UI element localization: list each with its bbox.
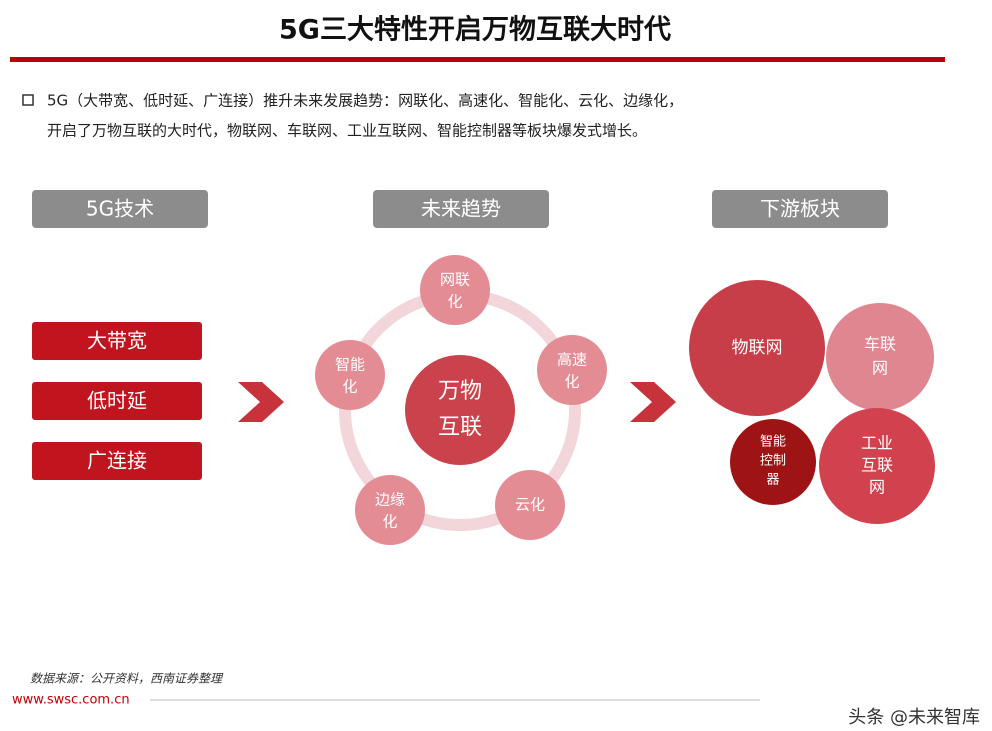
- feature-text: 广连接: [87, 449, 147, 473]
- trend-node: [355, 475, 425, 545]
- arrow: [238, 382, 284, 422]
- feature-box: [32, 382, 202, 420]
- column-header: [32, 190, 208, 228]
- center-text: 互联: [438, 415, 482, 440]
- trend-node: [420, 255, 490, 325]
- sector-text: 网: [872, 359, 888, 378]
- sector-bubble: [819, 408, 935, 524]
- trend-text: 化: [382, 513, 397, 531]
- column-header-text: 5G技术: [86, 197, 154, 221]
- bullet: [22, 94, 34, 106]
- sector-text: 网: [869, 478, 885, 497]
- feature-text: 大带宽: [87, 329, 147, 353]
- sector-text: 物联网: [732, 338, 783, 358]
- feature-text: 低时延: [87, 389, 147, 413]
- title: 5G三大特性开启万物互联大时代: [279, 15, 671, 46]
- intro-line: 开启了万物互联的大时代，物联网、车联网、工业互联网、智能控制器等板块爆发式增长。: [47, 122, 647, 140]
- intro-line: 5G（大带宽、低时延、广连接）推升未来发展趋势：网联化、高速化、智能化、云化、边…: [47, 92, 683, 110]
- trend-node: [495, 470, 565, 540]
- sector-bubble: [826, 303, 934, 411]
- sector-text: 互联: [861, 456, 893, 475]
- sector-bubble: [689, 280, 825, 416]
- center-circle: [405, 355, 515, 465]
- sector-text: 器: [766, 473, 779, 488]
- trend-node: [315, 340, 385, 410]
- column-header-text: 未来趋势: [421, 197, 501, 221]
- column-header-text: 下游板块: [760, 197, 840, 221]
- trend-text: 智能: [335, 356, 365, 374]
- trend-text: 边缘: [375, 491, 405, 509]
- trend-text: 化: [447, 293, 462, 311]
- sector-text: 工业: [861, 434, 893, 453]
- source: 数据来源：公开资料，西南证券整理: [30, 672, 224, 686]
- feature-box: [32, 322, 202, 360]
- sector-text: 车联: [864, 335, 896, 354]
- trend-text: 网联: [440, 271, 470, 289]
- trend-text: 化: [564, 373, 579, 391]
- trend-text: 化: [342, 378, 357, 396]
- title-rule: [10, 57, 945, 62]
- column-header: [373, 190, 549, 228]
- feature-box: [32, 442, 202, 480]
- watermark: 头条 @未来智库: [848, 707, 980, 728]
- arrow: [630, 382, 676, 422]
- sector-text: 智能: [760, 435, 786, 450]
- column-header: [712, 190, 888, 228]
- sector-bubble: [730, 419, 816, 505]
- trend-node: [537, 335, 607, 405]
- website: www.swsc.com.cn: [12, 693, 130, 708]
- trend-text: 高速: [557, 351, 587, 369]
- trend-text: 云化: [515, 496, 545, 514]
- center-text: 万物: [438, 379, 482, 404]
- sector-text: 控制: [760, 454, 786, 469]
